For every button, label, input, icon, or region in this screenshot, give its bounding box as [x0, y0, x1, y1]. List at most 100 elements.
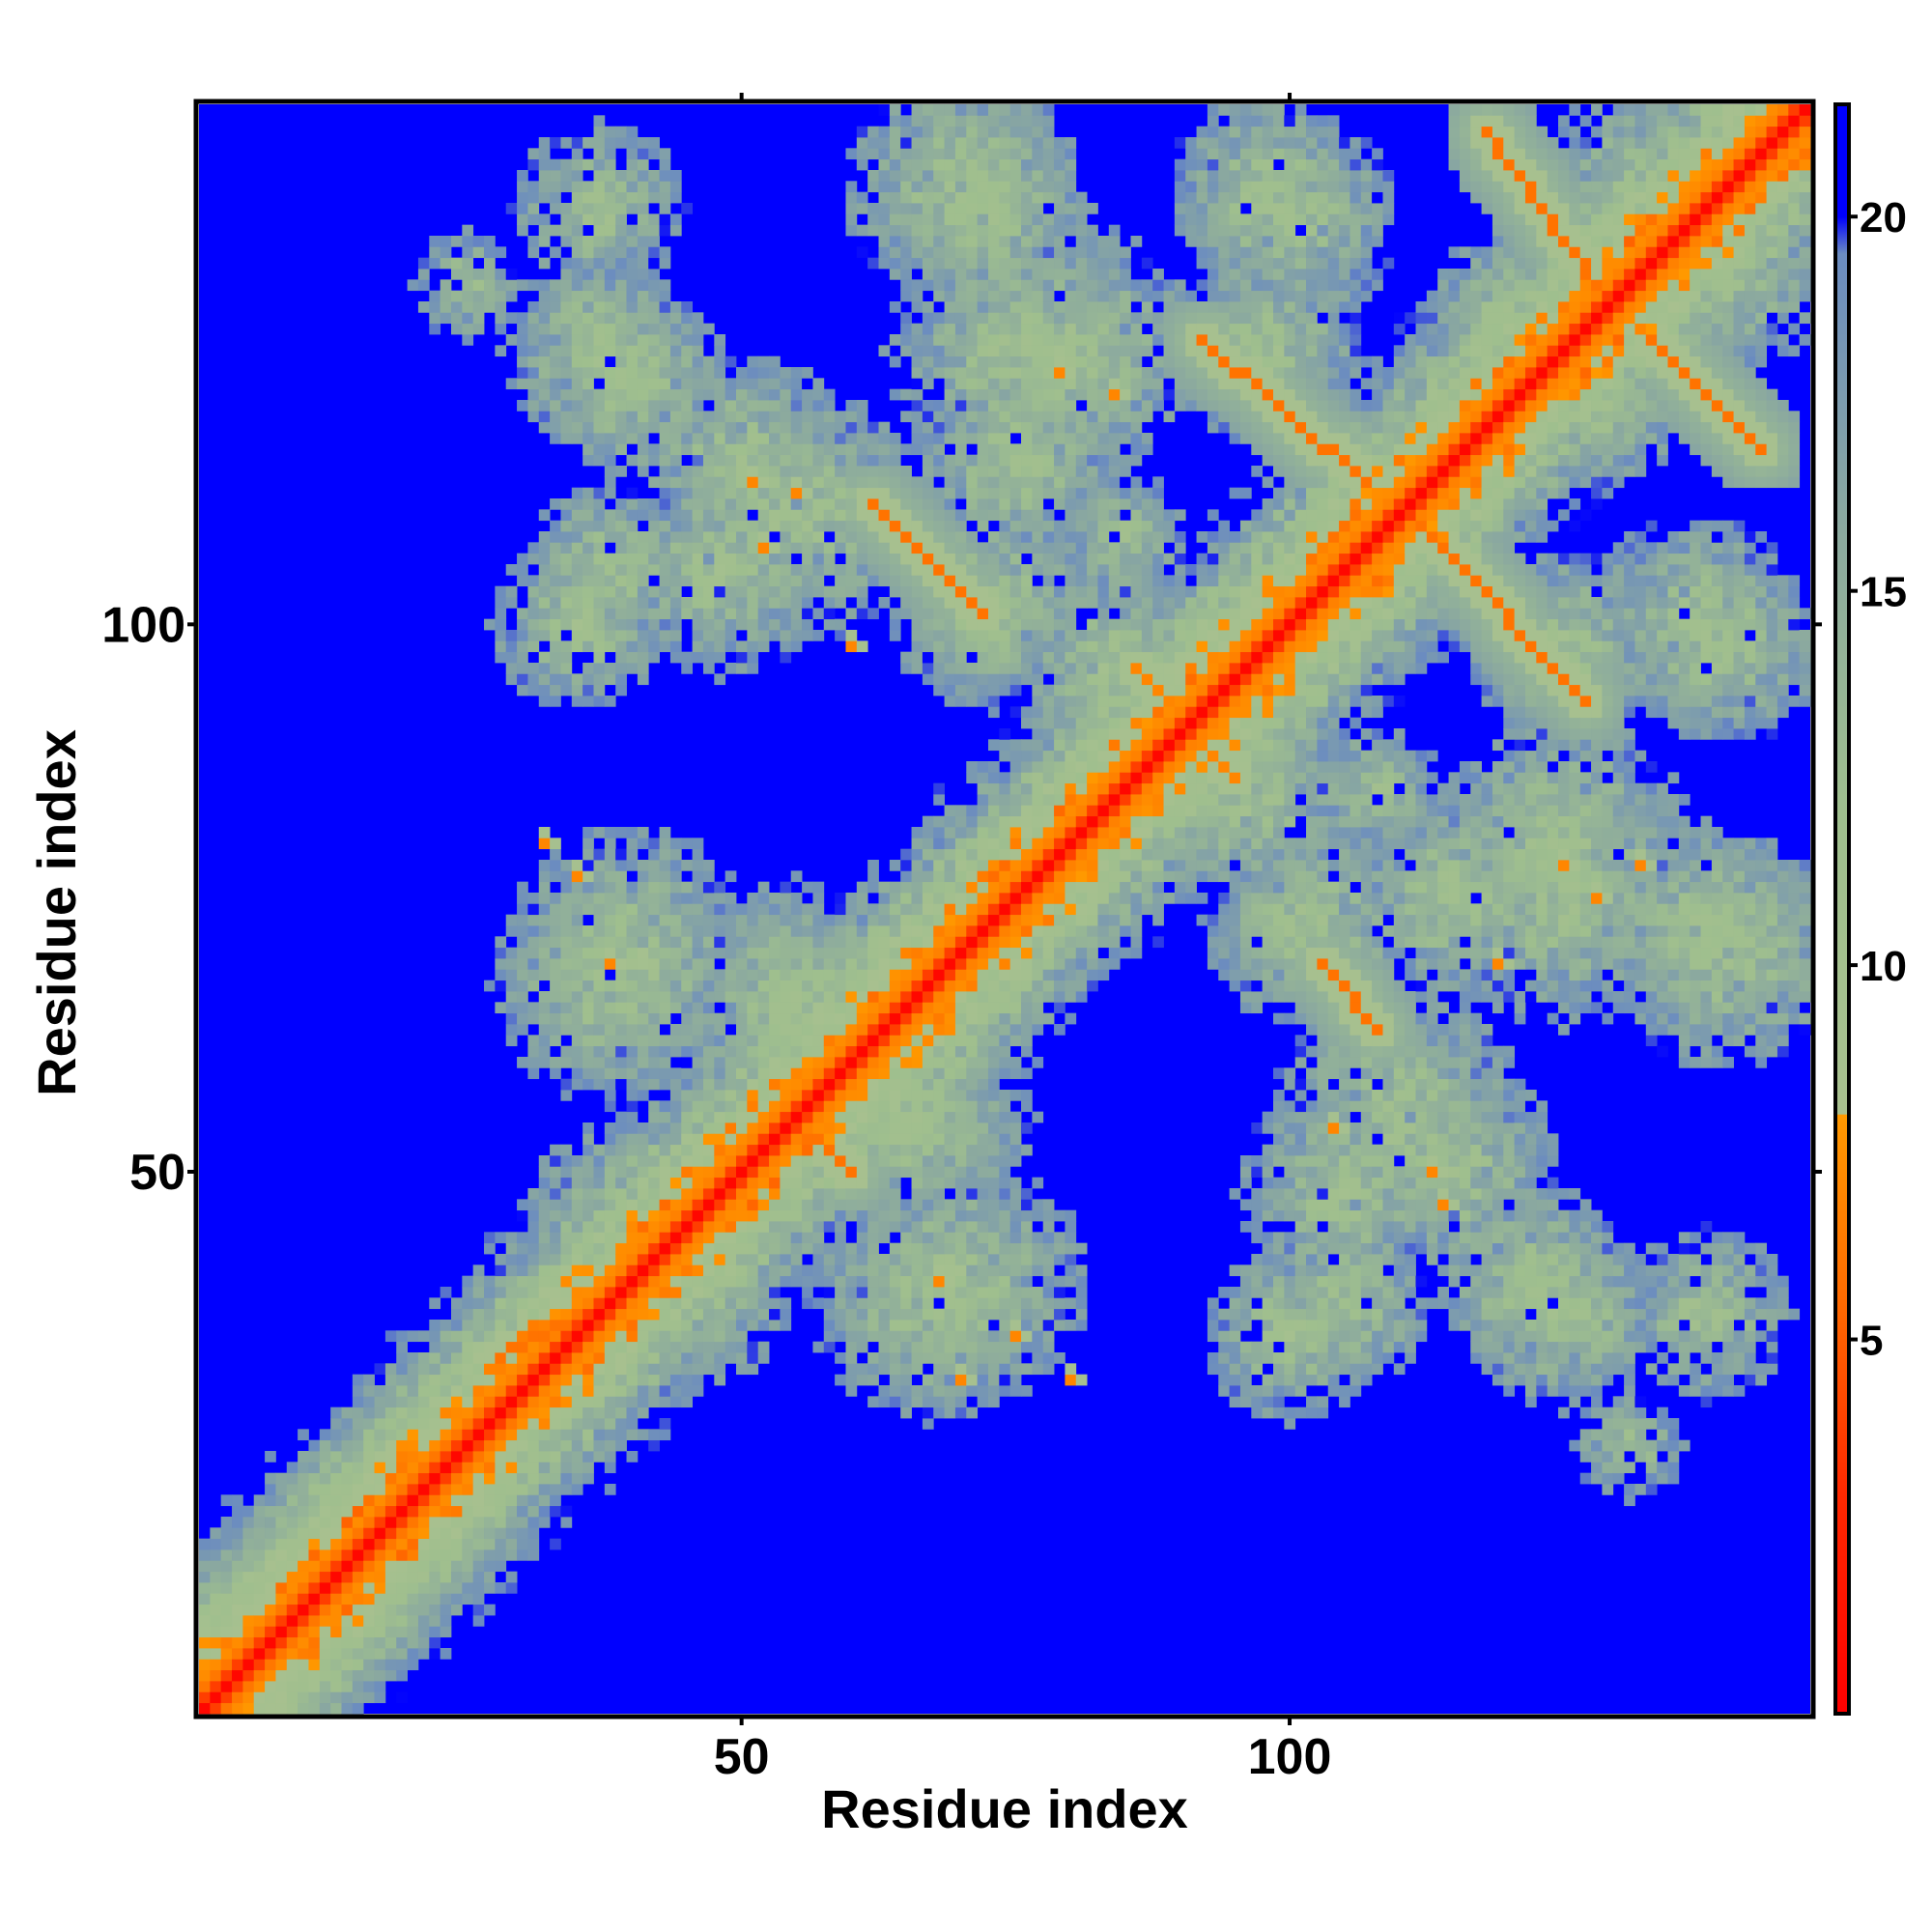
heatmap-cell: [527, 663, 540, 674]
heatmap-cell: [495, 1308, 507, 1321]
heatmap-cell: [790, 597, 803, 609]
heatmap-cell: [987, 706, 1000, 719]
heatmap-cell: [812, 969, 825, 981]
heatmap-cell: [538, 696, 551, 707]
heatmap-cell: [823, 509, 836, 522]
heatmap-cell: [736, 454, 748, 467]
heatmap-cell: [550, 618, 561, 631]
heatmap-cell: [692, 651, 704, 664]
heatmap-cell: [900, 509, 912, 522]
heatmap-cell: [966, 1297, 979, 1310]
heatmap-cell: [319, 1669, 331, 1682]
heatmap-cell: [593, 411, 606, 423]
heatmap-cell: [527, 203, 540, 214]
heatmap-cell: [802, 466, 813, 477]
heatmap-cell: [835, 531, 846, 543]
heatmap-cell: [714, 1100, 726, 1113]
heatmap-cell: [999, 158, 1011, 171]
heatmap-cell: [966, 269, 979, 280]
heatmap-cell: [417, 1648, 430, 1660]
heatmap-cell: [517, 564, 528, 576]
heatmap-cell: [681, 487, 694, 499]
heatmap-cell: [944, 433, 956, 444]
heatmap-cell: [987, 1155, 1000, 1167]
heatmap-cell: [889, 1111, 901, 1123]
heatmap-cell: [593, 991, 606, 1003]
heatmap-cell: [933, 1090, 945, 1101]
heatmap-cell: [999, 224, 1011, 237]
heatmap-cell: [1009, 640, 1022, 653]
heatmap-cell: [702, 870, 715, 883]
heatmap-cell: [626, 1352, 639, 1364]
heatmap-cell: [330, 1418, 342, 1430]
heatmap-cell: [582, 345, 594, 357]
heatmap-cell: [977, 355, 989, 368]
heatmap-cell: [550, 421, 561, 434]
heatmap-cell: [966, 553, 979, 565]
heatmap-cell: [922, 870, 934, 883]
heatmap-cell: [954, 947, 967, 959]
heatmap-cell: [604, 1133, 616, 1146]
heatmap-cell: [319, 1604, 331, 1616]
heatmap-cell: [604, 1308, 616, 1321]
heatmap-cell: [648, 848, 660, 861]
heatmap-cell: [615, 1264, 627, 1277]
heatmap-cell: [977, 1012, 989, 1025]
heatmap-cell: [944, 269, 956, 280]
heatmap-cell: [363, 1439, 375, 1452]
heatmap-cell: [856, 914, 868, 926]
heatmap-cell: [823, 1199, 836, 1211]
heatmap-cell: [769, 585, 781, 598]
heatmap-cell: [517, 575, 528, 587]
heatmap-cell: [604, 564, 616, 576]
heatmap-cell: [922, 421, 934, 434]
heatmap-cell: [867, 487, 879, 499]
heatmap-cell: [648, 630, 660, 641]
heatmap-cell: [275, 1626, 288, 1638]
heatmap-cell: [966, 388, 979, 401]
heatmap-cell: [517, 553, 528, 565]
heatmap-cell: [341, 1451, 354, 1463]
heatmap-cell: [757, 520, 770, 532]
heatmap-cell: [724, 914, 737, 926]
heatmap-cell: [669, 1396, 682, 1408]
heatmap-cell: [933, 246, 945, 259]
heatmap-cell: [681, 1264, 694, 1277]
heatmap-cell: [878, 531, 891, 543]
heatmap-cell: [440, 1320, 452, 1331]
heatmap-cell: [560, 323, 573, 335]
heatmap-cell: [999, 1199, 1011, 1211]
heatmap-cell: [582, 1439, 594, 1452]
heatmap-cell: [220, 1560, 233, 1573]
heatmap-cell: [812, 388, 825, 401]
heatmap-cell: [538, 1287, 551, 1298]
heatmap-cell: [604, 1067, 616, 1080]
heatmap-cell: [724, 421, 737, 434]
heatmap-cell: [702, 1199, 715, 1211]
heatmap-cell: [977, 1111, 989, 1123]
heatmap-cell: [615, 663, 627, 674]
heatmap-cell: [275, 1659, 288, 1671]
heatmap-cell: [374, 1659, 386, 1671]
heatmap-cell: [637, 1002, 649, 1014]
heatmap-cell: [692, 553, 704, 565]
heatmap-cell: [495, 1396, 507, 1408]
heatmap-cell: [999, 126, 1011, 138]
heatmap-cell: [889, 1320, 901, 1331]
heatmap-cell: [1009, 1308, 1022, 1321]
heatmap-cell: [769, 367, 781, 379]
heatmap-cell: [724, 969, 737, 981]
heatmap-cell: [484, 279, 496, 292]
heatmap-cell: [1009, 1133, 1022, 1146]
heatmap-cell: [977, 1166, 989, 1179]
heatmap-cell: [954, 1090, 967, 1101]
heatmap-cell: [396, 1418, 408, 1430]
heatmap-cell: [933, 585, 945, 598]
heatmap-cell: [659, 400, 671, 412]
heatmap-cell: [933, 355, 945, 368]
heatmap-cell: [550, 696, 561, 707]
heatmap-cell: [527, 553, 540, 565]
heatmap-cell: [1021, 1067, 1033, 1080]
heatmap-cell: [417, 1462, 430, 1474]
heatmap-cell: [922, 1352, 934, 1364]
